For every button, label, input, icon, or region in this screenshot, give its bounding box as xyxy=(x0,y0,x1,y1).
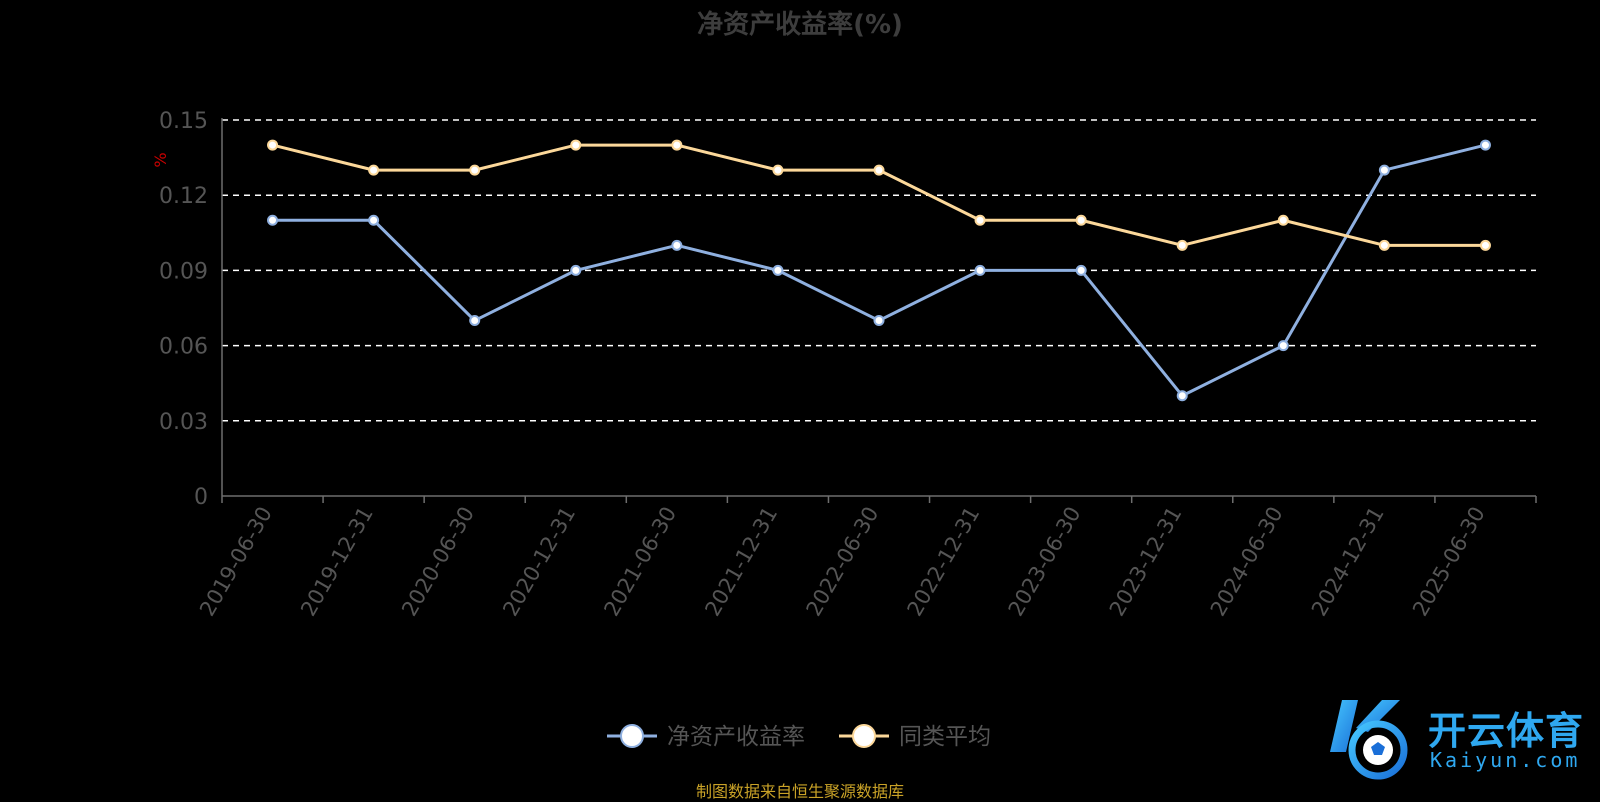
y-axis-label: % xyxy=(151,152,170,167)
y-tick-label: 0.12 xyxy=(159,184,208,209)
data-point[interactable] xyxy=(671,139,683,151)
legend-item[interactable]: 净资产收益率 xyxy=(607,724,805,750)
watermark-en-text: Kaiyun.com xyxy=(1430,748,1581,772)
legend[interactable]: 净资产收益率 同类平均 xyxy=(607,724,991,750)
x-tick-label: 2024-12-31 xyxy=(1307,503,1389,621)
data-point[interactable] xyxy=(1277,214,1289,226)
x-tick-labels: 2019-06-30 2019-12-31 2020-06-30 2020-12-31… xyxy=(195,503,1490,621)
data-point[interactable] xyxy=(1277,340,1289,352)
data-point[interactable] xyxy=(1378,239,1390,251)
grid-lines xyxy=(222,119,1536,422)
data-point[interactable] xyxy=(1479,139,1491,151)
legend-item[interactable]: 同类平均 xyxy=(839,724,991,750)
data-point[interactable] xyxy=(267,139,279,151)
x-tick-label: 2025-06-30 xyxy=(1408,503,1490,621)
data-point[interactable] xyxy=(570,264,582,276)
data-point[interactable] xyxy=(469,315,481,327)
legend-marker xyxy=(620,724,644,748)
data-point[interactable] xyxy=(974,214,986,226)
x-tick-label: 2022-12-31 xyxy=(903,503,985,621)
x-tick-label: 2019-12-31 xyxy=(296,503,378,621)
watermark: 开云体育 Kaiyun.com xyxy=(1316,694,1596,784)
data-point[interactable] xyxy=(267,214,279,226)
x-tick-label: 2021-06-30 xyxy=(599,503,681,621)
data-point[interactable] xyxy=(570,139,582,151)
axes xyxy=(221,118,1537,503)
y-tick-label: 0 xyxy=(194,485,208,510)
data-point[interactable] xyxy=(671,239,683,251)
data-point[interactable] xyxy=(1075,264,1087,276)
data-point[interactable] xyxy=(1479,239,1491,251)
x-tick-label: 2023-12-31 xyxy=(1105,503,1187,621)
x-tick-label: 2020-06-30 xyxy=(397,503,479,621)
x-tick-label: 2023-06-30 xyxy=(1004,503,1086,621)
legend-label: 同类平均 xyxy=(899,724,991,750)
y-tick-label: 0.15 xyxy=(159,109,208,134)
y-tick-label: 0.06 xyxy=(159,335,208,360)
series xyxy=(267,139,1491,402)
x-tick-label: 2019-06-30 xyxy=(195,503,277,621)
legend-marker xyxy=(852,724,876,748)
data-point[interactable] xyxy=(873,164,885,176)
x-tick-label: 2021-12-31 xyxy=(700,503,782,621)
watermark-cn-text: 开云体育 xyxy=(1428,709,1585,753)
chart-title: 净资产收益率(%) xyxy=(697,10,903,40)
data-point[interactable] xyxy=(1075,214,1087,226)
data-point[interactable] xyxy=(974,264,986,276)
y-tick-label: 0.03 xyxy=(159,410,208,435)
y-tick-labels: 0 0.03 0.06 0.09 0.12 0.15 xyxy=(159,109,208,510)
x-tick-label: 2022-06-30 xyxy=(802,503,884,621)
data-point[interactable] xyxy=(469,164,481,176)
data-point[interactable] xyxy=(368,164,380,176)
x-tick-label: 2024-06-30 xyxy=(1206,503,1288,621)
data-point[interactable] xyxy=(772,264,784,276)
y-tick-label: 0.09 xyxy=(159,259,208,284)
data-point[interactable] xyxy=(873,315,885,327)
data-point[interactable] xyxy=(1176,239,1188,251)
data-point[interactable] xyxy=(1378,164,1390,176)
data-point[interactable] xyxy=(368,214,380,226)
x-tick-label: 2020-12-31 xyxy=(498,503,580,621)
data-point[interactable] xyxy=(772,164,784,176)
source-note: 制图数据来自恒生聚源数据库 xyxy=(695,782,904,801)
kaiyun-soccer-logo-icon xyxy=(1330,700,1408,780)
legend-label: 净资产收益率 xyxy=(667,724,805,750)
data-point[interactable] xyxy=(1176,390,1188,402)
